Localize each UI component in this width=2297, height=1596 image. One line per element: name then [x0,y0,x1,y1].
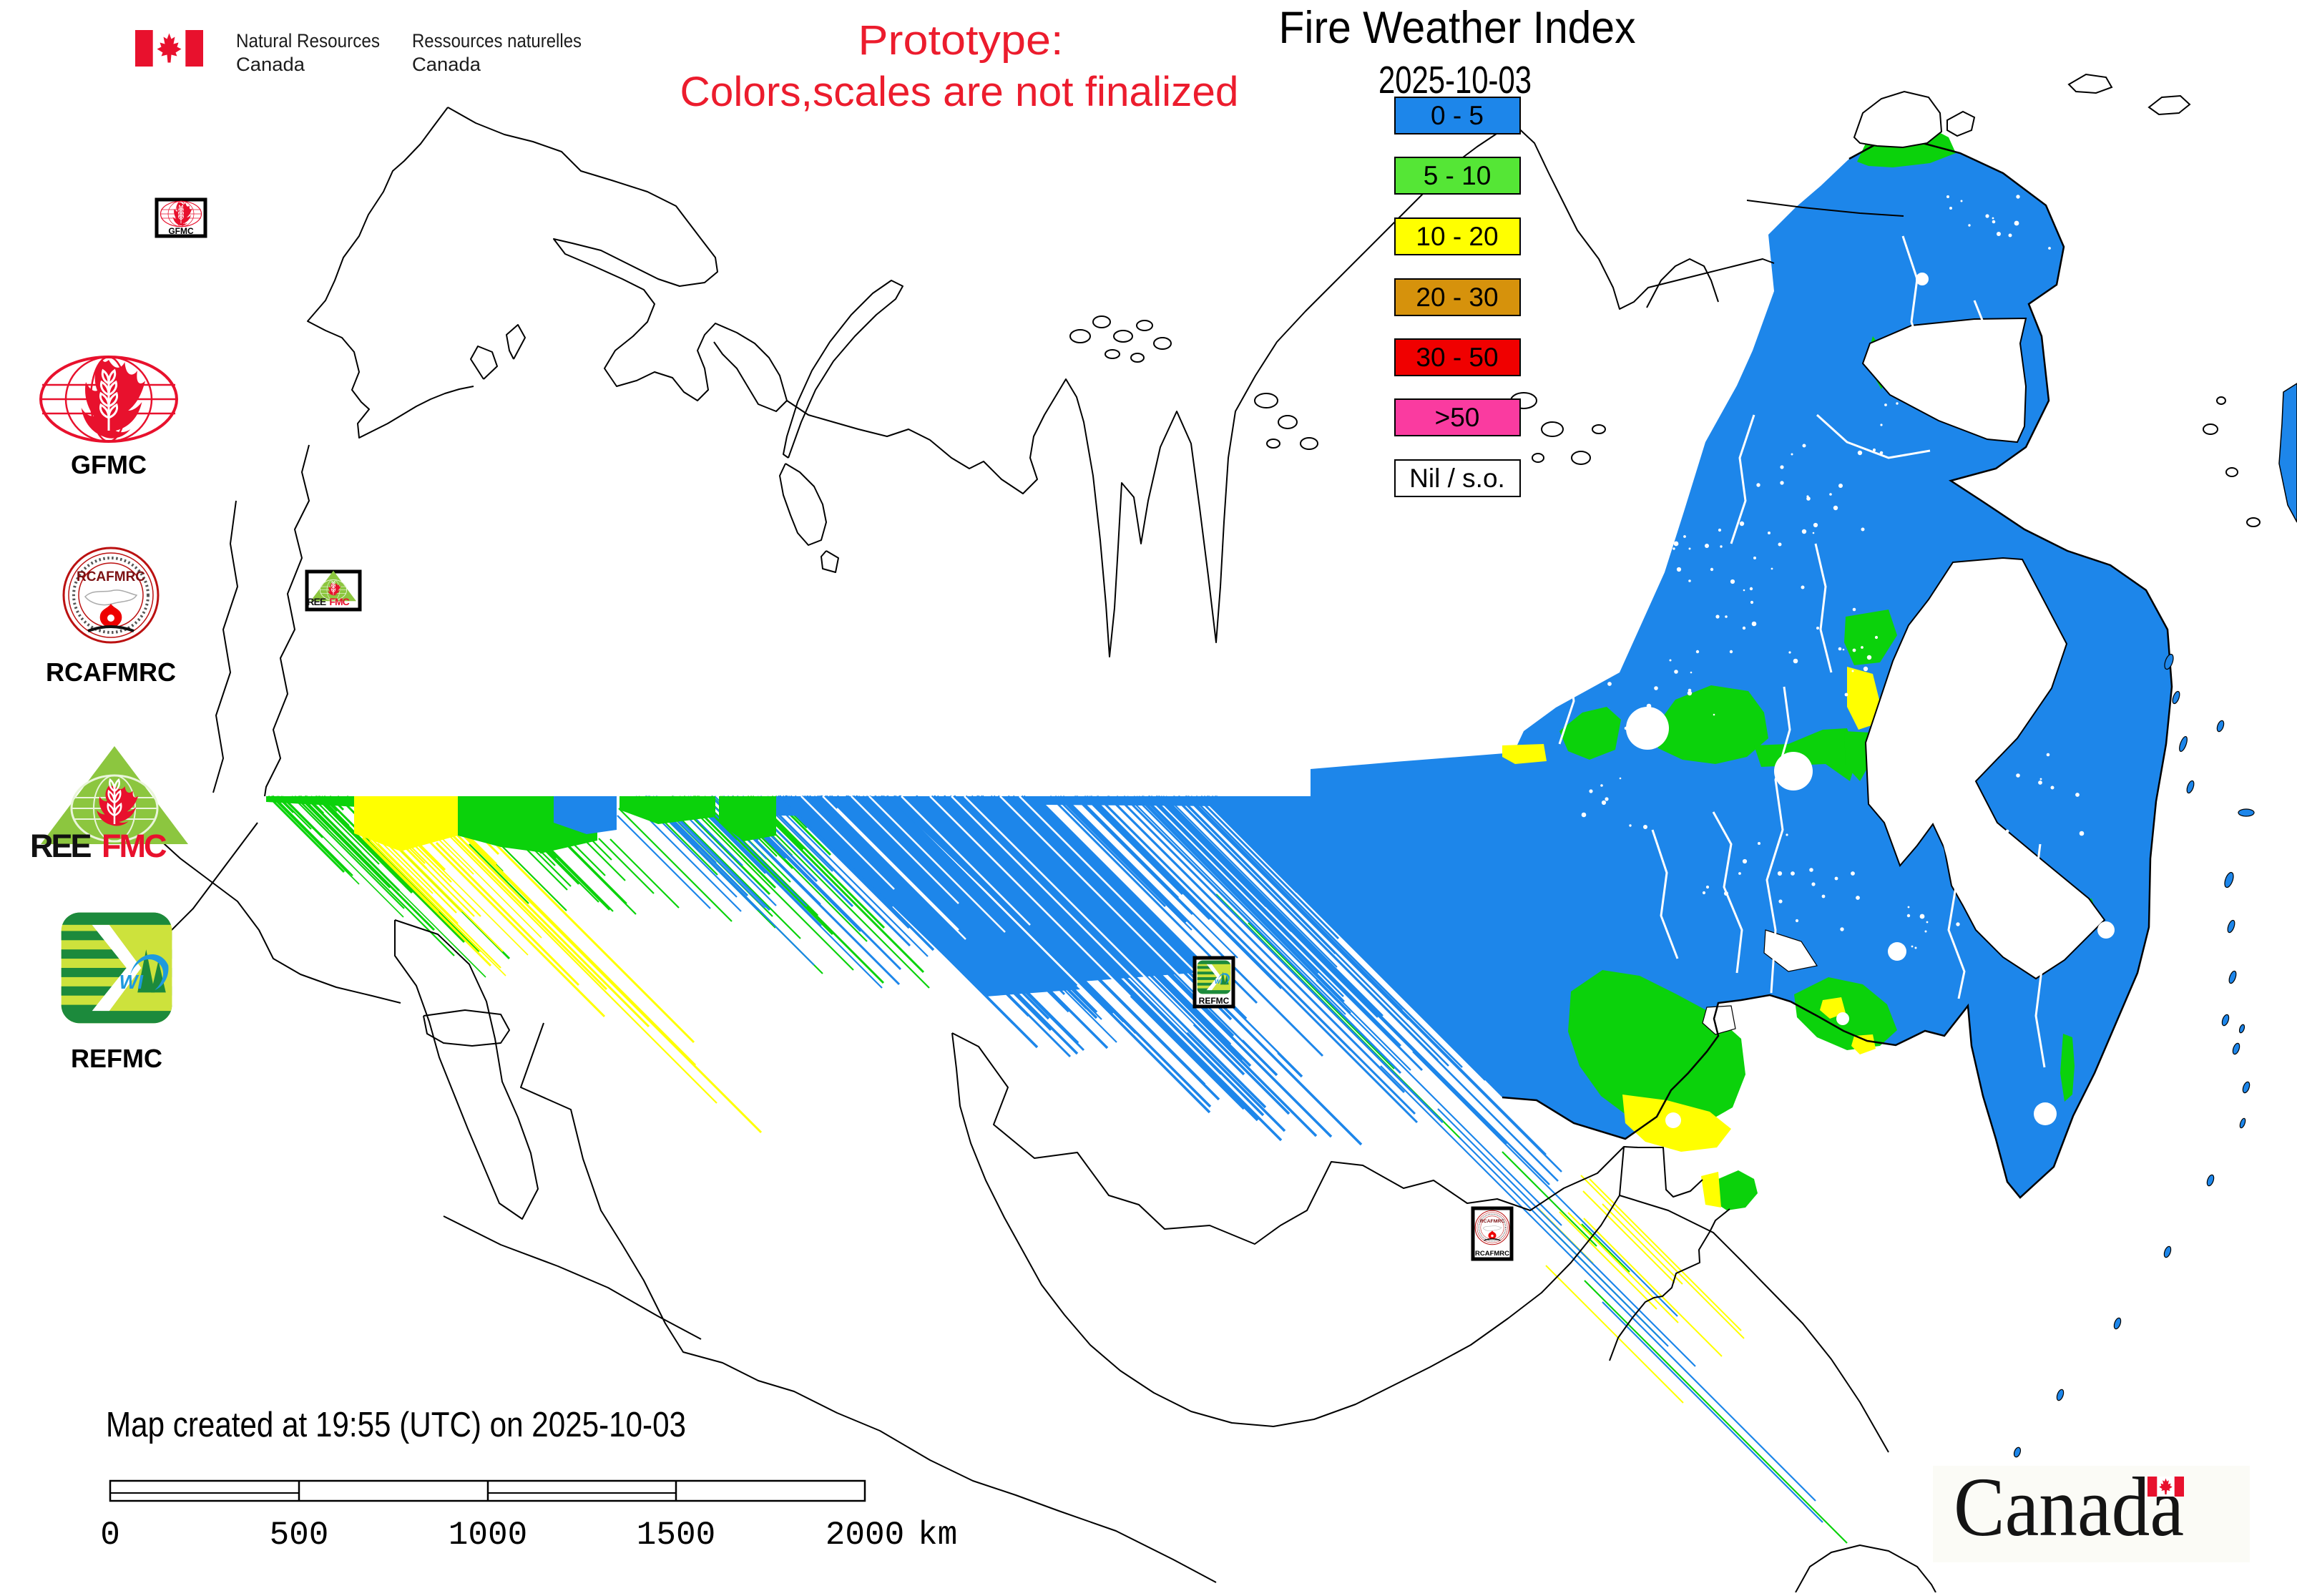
svg-text:1000: 1000 [449,1517,527,1554]
svg-text:WI: WI [119,971,144,993]
svg-text:500: 500 [270,1517,329,1554]
svg-text:Map created at 19:55 (UTC) on: Map created at 19:55 (UTC) on 2025-10-03 [106,1406,686,1444]
svg-text:10 - 20: 10 - 20 [1416,222,1498,251]
svg-text:2025-10-03: 2025-10-03 [1378,59,1532,102]
svg-text:Ressources naturelles: Ressources naturelles [412,30,582,52]
svg-text:GFMC: GFMC [71,450,147,479]
svg-text:RCAFMRC: RCAFMRC [1480,1219,1505,1224]
svg-text:Canada: Canada [1954,1460,2184,1554]
svg-text:Canada: Canada [412,54,481,75]
svg-text:30 - 50: 30 - 50 [1416,343,1498,372]
svg-text:Prototype:: Prototype: [858,17,1064,64]
svg-text:REE: REE [307,596,326,607]
svg-text:RCAFMRC: RCAFMRC [46,657,176,687]
svg-text:REFMC: REFMC [1199,996,1230,1006]
svg-text:Fire Weather Index: Fire Weather Index [1279,3,1636,53]
svg-text:FMC: FMC [102,828,167,864]
svg-text:5 - 10: 5 - 10 [1424,161,1492,190]
svg-text:GFMC: GFMC [168,226,194,236]
svg-text:REE: REE [30,828,92,864]
svg-text:0: 0 [100,1517,120,1554]
svg-text:WI: WI [1215,978,1223,985]
svg-text:0 - 5: 0 - 5 [1431,101,1484,130]
svg-text:Colors,scales are not finalize: Colors,scales are not finalized [680,69,1239,115]
svg-text:REFMC: REFMC [71,1044,162,1073]
svg-text:20 - 30: 20 - 30 [1416,283,1498,312]
svg-text:Canada: Canada [236,54,305,75]
svg-text:RCAFMRC: RCAFMRC [77,569,145,584]
svg-text:>50: >50 [1435,403,1480,432]
svg-text:RCAFMRC: RCAFMRC [1475,1250,1509,1258]
svg-text:Natural Resources: Natural Resources [236,30,380,52]
svg-text:FMC: FMC [329,596,349,607]
svg-text:1500: 1500 [637,1517,715,1554]
svg-text:Nil / s.o.: Nil / s.o. [1409,464,1505,493]
svg-text:2000: 2000 [826,1517,904,1554]
svg-text:km: km [918,1517,957,1554]
